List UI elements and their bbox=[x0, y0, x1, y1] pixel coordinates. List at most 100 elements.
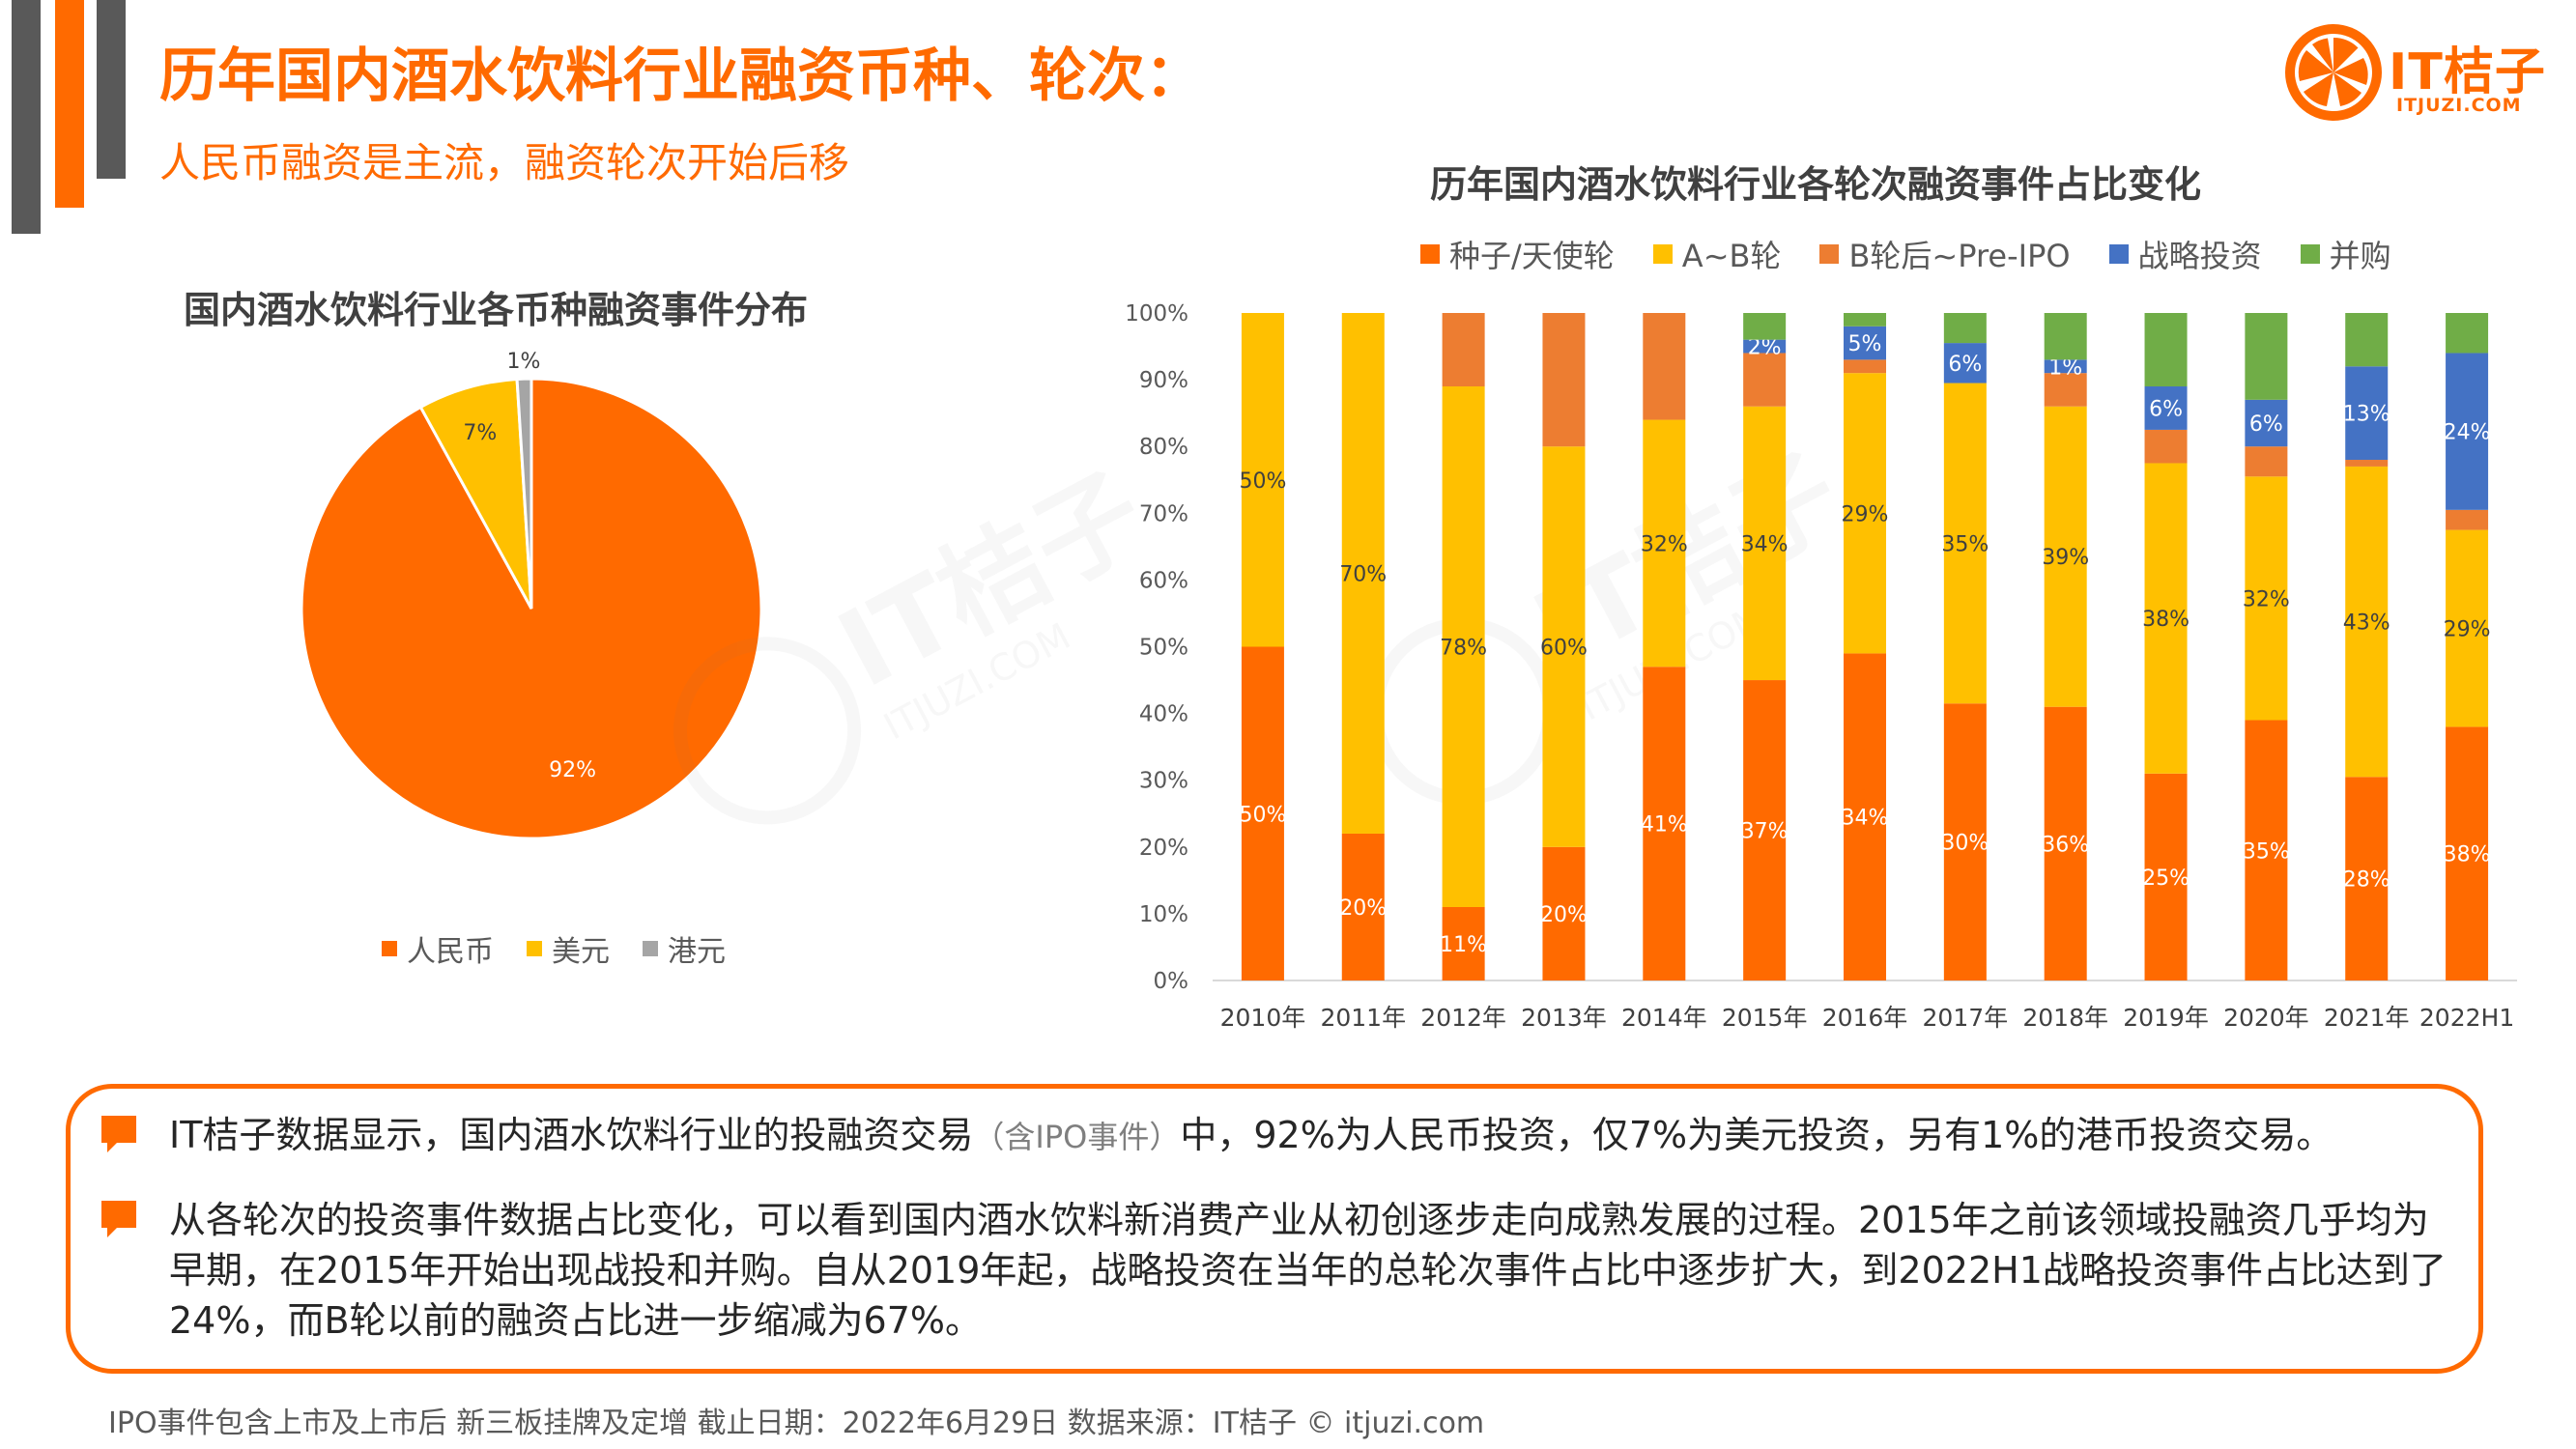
x-tick-label: 2018年 bbox=[2022, 1004, 2108, 1032]
bar-segment bbox=[1844, 359, 1886, 374]
bar-segment bbox=[1442, 313, 1485, 387]
bar-data-label: 6% bbox=[2149, 397, 2183, 421]
legend-label: 港元 bbox=[668, 935, 726, 969]
bar-segment bbox=[1943, 343, 1987, 384]
bar-data-label: 2% bbox=[1748, 336, 1782, 360]
bar-segment bbox=[2245, 446, 2288, 477]
legend-label: 人民币 bbox=[407, 935, 494, 969]
page-title: 历年国内酒水饮料行业融资币种、轮次： bbox=[159, 43, 1203, 110]
bar-segment bbox=[2245, 476, 2288, 721]
insight-text: 从各轮次的投资事件数据占比变化，可以看到国内酒水饮料新消费产业从初创逐步走向成熟… bbox=[169, 1199, 2447, 1342]
x-tick-label: 2022H1 bbox=[2419, 1004, 2514, 1032]
bar-segment bbox=[1643, 419, 1686, 668]
bar-segment bbox=[2446, 726, 2489, 980]
bar-segment bbox=[2345, 366, 2389, 461]
legend-swatch bbox=[2300, 244, 2320, 264]
x-tick-label: 2014年 bbox=[1621, 1004, 1707, 1032]
bar-data-label: 1% bbox=[2048, 355, 2082, 380]
bar-segment bbox=[1743, 353, 1787, 407]
legend-swatch bbox=[382, 941, 397, 956]
pie-legend-item-hkd: 港元 bbox=[643, 927, 726, 970]
bar-data-label: 70% bbox=[1339, 562, 1387, 586]
bar-segment bbox=[2144, 773, 2188, 980]
header-accent-bar-orange bbox=[55, 0, 84, 208]
pie-data-label-1: 7% bbox=[463, 421, 497, 445]
bar-segment bbox=[1442, 386, 1485, 907]
bar-segment bbox=[1542, 846, 1586, 980]
x-tick-label: 2013年 bbox=[1521, 1004, 1607, 1032]
bar-segment bbox=[1844, 313, 1886, 327]
bar-data-label: 25% bbox=[2142, 867, 2190, 891]
bar-legend-item-strategic: 战略投资 bbox=[2108, 232, 2262, 276]
logo-domain: ITJUZI.COM bbox=[2396, 95, 2522, 116]
bar-legend-item-seed: 种子/天使轮 bbox=[1420, 232, 1615, 276]
pie-chart-title: 国内酒水饮料行业各币种融资事件分布 bbox=[184, 289, 809, 331]
bar-segment bbox=[2345, 460, 2389, 467]
bar-segment bbox=[2345, 777, 2389, 980]
bar-data-label: 60% bbox=[1540, 637, 1588, 661]
bar-data-label: 5% bbox=[1848, 332, 1882, 356]
bar-data-label: 38% bbox=[2444, 843, 2491, 867]
bar-segment bbox=[2044, 313, 2087, 360]
bar-data-label: 6% bbox=[1948, 353, 1982, 377]
bar-data-label: 43% bbox=[2343, 611, 2390, 636]
pie-data-label-2: 1% bbox=[506, 350, 540, 374]
insight-box: IT桔子数据显示，国内酒水饮料行业的投融资交易（含IPO事件）中，92%为人民币… bbox=[66, 1084, 2483, 1374]
x-tick-label: 2019年 bbox=[2123, 1004, 2209, 1032]
bar-data-label: 50% bbox=[1239, 803, 1286, 827]
x-tick-label: 2017年 bbox=[1923, 1004, 2009, 1032]
bar-data-label: 11% bbox=[1440, 933, 1487, 957]
x-tick-label: 2010年 bbox=[1220, 1004, 1306, 1032]
bar-data-label: 78% bbox=[1440, 637, 1487, 661]
y-tick-label: 40% bbox=[1139, 702, 1188, 727]
bar-segment bbox=[2144, 313, 2188, 387]
y-tick-label: 30% bbox=[1139, 769, 1188, 794]
bar-segment bbox=[1542, 446, 1586, 847]
header-accent-bar-dark bbox=[12, 0, 41, 234]
bar-segment bbox=[1844, 653, 1886, 980]
bar-data-label: 6% bbox=[2249, 412, 2283, 437]
bar-segment bbox=[1943, 313, 1987, 344]
bar-segment bbox=[1643, 667, 1686, 980]
legend-swatch bbox=[643, 941, 658, 956]
bar-data-label: 20% bbox=[1339, 896, 1387, 921]
bar-segment bbox=[2044, 406, 2087, 707]
speech-bubble-icon bbox=[101, 1116, 136, 1152]
bar-data-label: 30% bbox=[1941, 832, 1989, 856]
legend-swatch bbox=[1420, 244, 1440, 264]
y-tick-label: 100% bbox=[1125, 301, 1188, 327]
bar-data-label: 36% bbox=[2042, 833, 2089, 857]
insight-note: （含IPO事件） bbox=[973, 1119, 1181, 1155]
bar-segment bbox=[1341, 833, 1385, 980]
bar-data-label: 32% bbox=[2243, 587, 2290, 611]
y-tick-label: 10% bbox=[1139, 902, 1188, 927]
bar-data-label: 29% bbox=[2444, 617, 2491, 641]
bar-data-label: 34% bbox=[1741, 532, 1789, 556]
bar-segment bbox=[1943, 383, 1987, 704]
bar-segment bbox=[1542, 313, 1586, 447]
bar-segment bbox=[2245, 720, 2288, 980]
legend-label: A~B轮 bbox=[1681, 238, 1782, 274]
bar-segment bbox=[2144, 463, 2188, 774]
legend-swatch bbox=[527, 941, 542, 956]
bar-segment bbox=[2446, 313, 2489, 354]
bar-segment bbox=[2144, 386, 2188, 430]
insight-text-1: IT桔子数据显示，国内酒水饮料行业的投融资交易（含IPO事件）中，92%为人民币… bbox=[169, 1110, 2449, 1162]
bar-data-label: 34% bbox=[1842, 807, 1889, 831]
insight-text: 中，92%为人民币投资，仅7%为美元投资，另有1%的港币投资交易。 bbox=[1180, 1114, 2333, 1156]
bar-legend-item-ma: 并购 bbox=[2300, 232, 2391, 276]
bar-segment bbox=[2345, 466, 2389, 778]
bar-data-label: 50% bbox=[1239, 469, 1286, 494]
legend-label: 美元 bbox=[552, 935, 610, 969]
legend-label: B轮后~Pre-IPO bbox=[1848, 238, 2071, 274]
bar-segment bbox=[1241, 646, 1284, 980]
legend-label: 并购 bbox=[2329, 238, 2391, 274]
bar-segment bbox=[2044, 359, 2087, 374]
pie-slice-2 bbox=[515, 377, 533, 610]
legend-label: 战略投资 bbox=[2137, 238, 2262, 274]
bar-segment bbox=[2245, 399, 2288, 447]
bar-data-label: 20% bbox=[1540, 903, 1588, 927]
